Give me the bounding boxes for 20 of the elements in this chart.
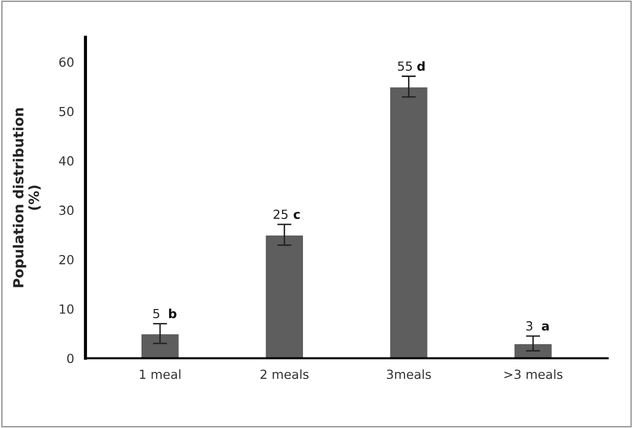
y-tick-label: 30: [59, 206, 74, 216]
data-label: 3: [526, 321, 532, 331]
y-tick-label: 40: [59, 156, 74, 166]
annotation: c: [294, 212, 300, 220]
y-tick-label: 10: [60, 304, 74, 314]
x-tick-label: 2 meals: [260, 369, 309, 380]
y-tick-label: 60: [59, 57, 74, 67]
data-label: 25: [274, 210, 288, 220]
x-tick-label: >3 meals: [504, 369, 562, 380]
data-label: 5: [153, 308, 160, 318]
x-tick-label: 1 meal: [140, 369, 180, 380]
y-axis-title: Population distribution (%): [12, 108, 41, 288]
data-label: 55: [398, 62, 412, 71]
annotation: d: [417, 61, 425, 71]
annotation: a: [542, 323, 549, 331]
x-tick-label: 3meals: [386, 369, 431, 380]
annotation: b: [169, 308, 176, 318]
y-tick-label: 0: [67, 354, 74, 364]
y-tick-label: 50: [59, 106, 74, 116]
y-tick-label: 20: [59, 254, 74, 264]
